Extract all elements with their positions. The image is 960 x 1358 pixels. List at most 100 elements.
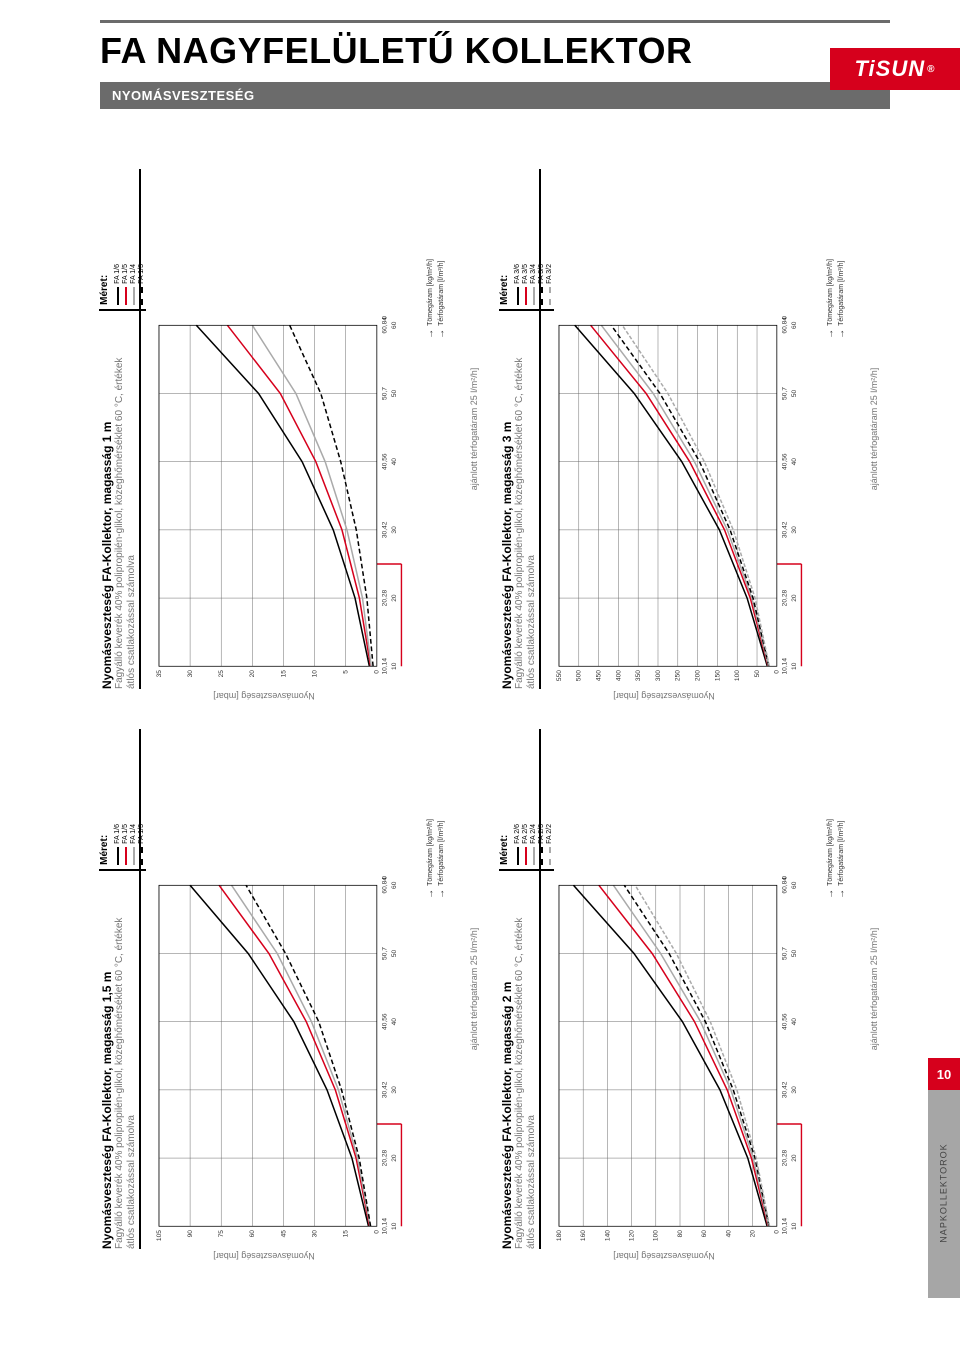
chart-subtitle: átlós csatlakozással számolva [126,169,138,689]
svg-text:30,42: 30,42 [381,1081,388,1098]
svg-text:160: 160 [580,1230,587,1241]
svg-text:40: 40 [791,1018,798,1026]
svg-text:300: 300 [655,670,662,681]
side-tab: 10 NAPKOLLEKTOROK [928,1058,960,1298]
svg-text:140: 140 [604,1230,611,1241]
svg-text:30: 30 [391,526,398,534]
legend-item: FA 2/5 [522,824,529,865]
svg-text:20: 20 [750,1230,757,1238]
svg-text:50: 50 [791,949,798,957]
legend-item: FA 1/5 [122,264,129,305]
svg-text:0: 0 [374,1230,381,1234]
svg-text:60: 60 [791,881,798,889]
chart-legend: Méret: FA 1/6FA 1/5FA 1/4FA 1/3 [99,264,146,311]
svg-text:40,56: 40,56 [781,1013,788,1030]
svg-text:60: 60 [249,1230,256,1238]
legend-item: FA 1/4 [130,264,137,305]
svg-text:100: 100 [734,670,741,681]
svg-text:20: 20 [391,1154,398,1162]
chart-title: Nyomásveszteség FA-Kollektor, magasság 3… [500,169,514,689]
svg-text:10,14: 10,14 [381,1218,388,1235]
svg-text:5: 5 [343,670,350,674]
svg-text:50,7: 50,7 [781,387,788,400]
legend-title: Méret: [99,264,110,305]
svg-text:50: 50 [391,389,398,397]
legend-item: FA 2/6 [514,824,521,865]
legend-item: FA 3/6 [514,264,521,305]
section-subheader: NYOMÁSVESZTESÉG [100,82,890,109]
chart-plot: Nyomásveszteség [mbar] 10,141020,282030,… [549,829,839,1249]
recommended-label: ajánlott térfogatáram 25 l/m²/h] [869,729,879,1249]
chart-header: Nyomásveszteség FA-Kollektor, magasság 1… [100,169,141,689]
svg-text:0: 0 [374,670,381,674]
svg-text:50: 50 [391,949,398,957]
svg-text:500: 500 [576,670,583,681]
svg-text:100: 100 [653,1230,660,1241]
svg-text:20: 20 [791,1154,798,1162]
recommended-label: ajánlott térfogatáram 25 l/m²/h] [869,169,879,689]
svg-text:150: 150 [714,670,721,681]
svg-text:80: 80 [677,1230,684,1238]
svg-text:10: 10 [791,1222,798,1230]
svg-text:60: 60 [391,881,398,889]
svg-text:350: 350 [635,670,642,681]
svg-text:50,7: 50,7 [781,947,788,960]
svg-text:50,7: 50,7 [381,947,388,960]
brand-logo: TiSUN® [830,48,960,90]
x-axis-labels: →Tömegáram [kg/m²/h] →Térfogatáram [l/m²… [425,819,447,899]
svg-text:45: 45 [280,1230,287,1238]
svg-text:40: 40 [391,458,398,466]
legend-item: FA 1/3 [138,824,145,865]
svg-text:20: 20 [791,594,798,602]
svg-text:15: 15 [343,1230,350,1238]
svg-text:25: 25 [218,670,225,678]
legend-item: FA 3/3 [538,264,545,305]
svg-text:60: 60 [391,321,398,329]
svg-text:250: 250 [675,670,682,681]
chart-subtitle: Fagyálló keverék 40% polipropilén-glikol… [114,729,126,1249]
svg-text:90: 90 [187,1230,194,1238]
svg-text:30: 30 [187,670,194,678]
svg-text:30,42: 30,42 [381,521,388,538]
svg-text:10,14: 10,14 [381,658,388,675]
svg-text:30: 30 [391,1086,398,1094]
legend-item: FA 3/5 [522,264,529,305]
svg-text:120: 120 [628,1230,635,1241]
svg-text:50: 50 [791,389,798,397]
chart-block: Nyomásveszteség FA-Kollektor, magasság 2… [500,729,879,1249]
legend-item: FA 1/3 [138,264,145,305]
svg-text:20,28: 20,28 [381,589,388,606]
svg-text:60: 60 [791,321,798,329]
svg-text:10: 10 [311,670,318,678]
legend-item: FA 2/4 [530,824,537,865]
legend-item: FA 2/3 [538,824,545,865]
legend-title: Méret: [99,824,110,865]
chart-block: Nyomásveszteség FA-Kollektor, magasság 3… [500,169,879,689]
svg-text:0: 0 [774,670,781,674]
svg-text:450: 450 [595,670,602,681]
recommended-label: ajánlott térfogatáram 25 l/m²/h] [469,169,479,689]
chart-subtitle: átlós csatlakozással számolva [526,729,538,1249]
legend-item: FA 1/6 [114,264,121,305]
x-axis-labels: →Tömegáram [kg/m²/h] →Térfogatáram [l/m²… [425,259,447,339]
chart-legend: Méret:FA 2/6FA 2/5FA 2/4FA 2/3FA 2/2 [499,824,554,871]
svg-text:30: 30 [791,526,798,534]
legend-title: Méret: [499,264,510,305]
svg-text:10,14: 10,14 [781,1218,788,1235]
svg-text:30: 30 [311,1230,318,1238]
svg-text:0: 0 [774,1230,781,1234]
svg-text:400: 400 [615,670,622,681]
chart-block: Nyomásveszteség FA-Kollektor, magasság 1… [100,169,479,689]
svg-text:0: 0 [781,316,788,320]
legend-item: FA 1/6 [114,824,121,865]
brand-logo-reg: ® [927,64,935,75]
charts-container: Nyomásveszteség FA-Kollektor, magasság 1… [100,139,890,1239]
svg-text:0: 0 [381,316,388,320]
svg-text:40: 40 [391,1018,398,1026]
chart-subtitle: Fagyálló keverék 40% polipropilén-glikol… [514,729,526,1249]
chart-title: Nyomásveszteség FA-Kollektor, magasság 2… [500,729,514,1249]
svg-text:40,56: 40,56 [381,453,388,470]
chart-legend: Méret:FA 3/6FA 3/5FA 3/4FA 3/3FA 3/2 [499,264,554,311]
chart-title: Nyomásveszteség FA-Kollektor, magasság 1… [100,729,114,1249]
chart-title: Nyomásveszteség FA-Kollektor, magasság 1… [100,169,114,689]
